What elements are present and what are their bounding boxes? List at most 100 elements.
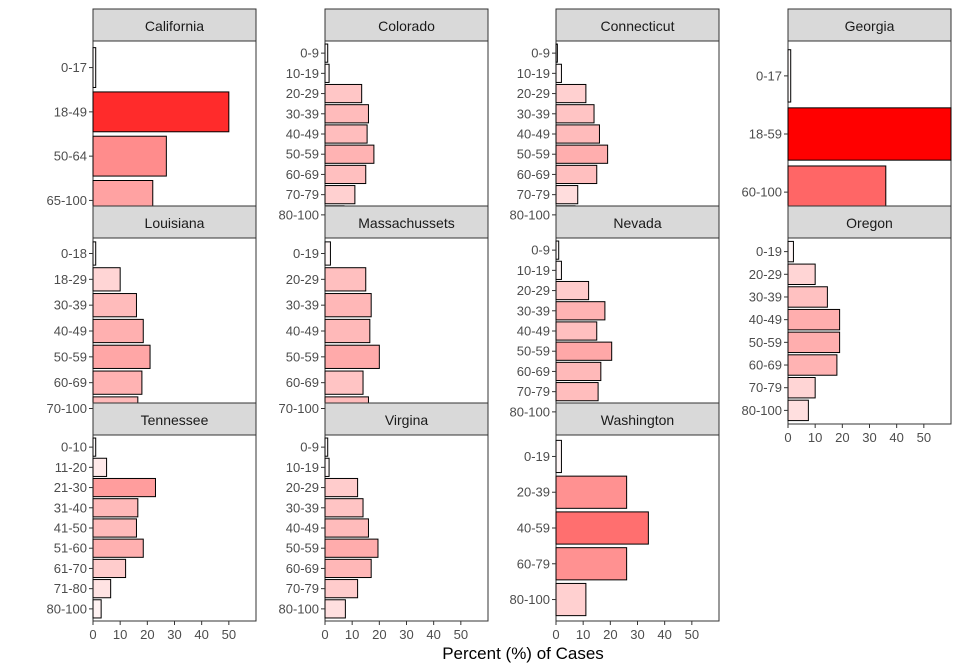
y-tick-label-tennessee-41-50: 41-50 <box>54 521 87 536</box>
bar-colorado-10-19 <box>324 63 330 83</box>
y-tick-label-colorado-60-69: 60-69 <box>286 167 319 182</box>
y-tick-label-georgia-0-17: 0-17 <box>756 68 782 83</box>
bar-virgina-0-9 <box>324 437 329 457</box>
y-tick-label-louisiana-0-18: 0-18 <box>61 246 87 261</box>
x-tick-label-washington-30: 30 <box>630 627 644 642</box>
bar-connecticut-20-29 <box>555 83 587 104</box>
y-tick-label-nevada-10-19: 10-19 <box>517 263 550 278</box>
y-tick-label-virgina-40-49: 40-49 <box>286 521 319 536</box>
y-tick-label-connecticut-60-69: 60-69 <box>517 167 550 182</box>
y-tick-label-tennessee-21-30: 21-30 <box>54 480 87 495</box>
y-tick-label-virgina-60-69: 60-69 <box>286 561 319 576</box>
bar-louisiana-0-18 <box>92 241 97 266</box>
bar-georgia-0-17 <box>787 49 792 103</box>
y-tick-label-virgina-20-29: 20-29 <box>286 480 319 495</box>
y-tick-label-california-50-64: 50-64 <box>54 149 87 164</box>
panel-oregon: Oregon 0-19 20-29 30-39 40-49 50-59 60-69 70-79… <box>742 205 952 445</box>
strip-tennessee <box>92 402 257 436</box>
bar-washington-40-59 <box>555 511 649 545</box>
y-tick-label-colorado-70-79: 70-79 <box>286 187 319 202</box>
strip-connecticut <box>555 8 720 42</box>
bar-virgina-60-69 <box>324 558 372 579</box>
y-tick-label-colorado-50-59: 50-59 <box>286 147 319 162</box>
y-tick-label-california-65-100: 65-100 <box>47 193 87 208</box>
y-tick-label-nevada-30-39: 30-39 <box>517 303 550 318</box>
y-tick-label-virgina-30-39: 30-39 <box>286 500 319 515</box>
bar-connecticut-50-59 <box>555 144 609 164</box>
y-tick-label-washington-0-19: 0-19 <box>524 449 550 464</box>
y-tick-label-nevada-40-49: 40-49 <box>517 324 550 339</box>
bar-colorado-0-9 <box>324 43 329 63</box>
y-tick-label-connecticut-0-9: 0-9 <box>531 46 550 61</box>
y-tick-label-tennessee-61-70: 61-70 <box>54 561 87 576</box>
bar-washington-60-79 <box>555 547 628 581</box>
bar-washington-80-100 <box>555 582 587 617</box>
bar-connecticut-70-79 <box>555 185 579 205</box>
bar-nevada-60-69 <box>555 361 602 382</box>
x-tick-label-virgina-0: 0 <box>321 627 328 642</box>
bar-california-0-17 <box>92 47 97 88</box>
bar-oregon-40-49 <box>787 308 841 331</box>
y-tick-label-georgia-60-100: 60-100 <box>742 185 782 200</box>
bar-nevada-70-79 <box>555 382 599 402</box>
x-tick-label-tennessee-20: 20 <box>140 627 154 642</box>
x-tick-label-washington-50: 50 <box>685 627 699 642</box>
bar-louisiana-18-29 <box>92 267 121 292</box>
bar-colorado-70-79 <box>324 185 356 205</box>
strip-title-connecticut: Connecticut <box>601 18 675 34</box>
bar-louisiana-30-39 <box>92 293 137 318</box>
panel-colorado: Colorado 0-9 10-19 20-29 30-39 40-49 50-59 60-6… <box>279 8 489 228</box>
y-tick-label-tennessee-11-20: 11-20 <box>55 460 87 475</box>
strip-georgia <box>787 8 952 42</box>
y-tick-label-massachussets-50-59: 50-59 <box>286 349 319 364</box>
y-tick-label-washington-80-100: 80-100 <box>510 592 550 607</box>
bar-oregon-70-79 <box>787 377 816 399</box>
y-tick-label-tennessee-31-40: 31-40 <box>54 500 87 515</box>
y-tick-label-louisiana-60-69: 60-69 <box>54 375 87 390</box>
y-tick-label-colorado-40-49: 40-49 <box>286 127 319 142</box>
y-tick-label-nevada-70-79: 70-79 <box>517 384 550 399</box>
x-tick-label-washington-40: 40 <box>657 627 671 642</box>
bar-nevada-50-59 <box>555 341 613 361</box>
strip-washington <box>555 402 720 436</box>
strip-massachussets <box>324 205 489 239</box>
y-tick-label-oregon-40-49: 40-49 <box>749 312 782 327</box>
y-tick-label-oregon-0-19: 0-19 <box>756 244 782 259</box>
y-tick-label-connecticut-70-79: 70-79 <box>517 187 550 202</box>
bar-nevada-20-29 <box>555 280 590 301</box>
bar-tennessee-80-100 <box>92 599 102 619</box>
y-tick-label-massachussets-40-49: 40-49 <box>286 324 319 339</box>
bar-massachussets-20-29 <box>324 267 367 292</box>
panel-california: California 0-17 18-49 50-64 65-100 <box>47 8 257 228</box>
y-tick-label-nevada-0-9: 0-9 <box>531 243 550 258</box>
bar-virgina-10-19 <box>324 457 330 477</box>
bar-colorado-50-59 <box>324 144 375 164</box>
strip-title-massachussets: Massachussets <box>358 215 454 231</box>
bar-colorado-60-69 <box>324 164 367 185</box>
y-tick-label-washington-40-59: 40-59 <box>517 521 550 536</box>
strip-title-nevada: Nevada <box>613 215 661 231</box>
panel-tennessee: Tennessee 0-10 11-20 21-30 31-40 41-50 51-60 61… <box>47 402 257 642</box>
x-tick-label-virgina-50: 50 <box>454 627 468 642</box>
x-tick-label-washington-20: 20 <box>603 627 617 642</box>
bar-oregon-60-69 <box>787 354 838 376</box>
strip-colorado <box>324 8 489 42</box>
x-tick-label-tennessee-10: 10 <box>113 627 127 642</box>
y-tick-label-virgina-70-79: 70-79 <box>286 581 319 596</box>
bar-massachussets-40-49 <box>324 318 371 344</box>
x-tick-label-virgina-10: 10 <box>345 627 359 642</box>
y-tick-label-louisiana-40-49: 40-49 <box>54 324 87 339</box>
y-tick-label-massachussets-70-100: 70-100 <box>279 401 319 416</box>
bar-connecticut-10-19 <box>555 63 562 83</box>
y-tick-label-louisiana-70-100: 70-100 <box>47 401 87 416</box>
bar-tennessee-0-10 <box>92 437 97 457</box>
bar-nevada-10-19 <box>555 260 562 280</box>
x-tick-label-oregon-40: 40 <box>889 430 903 445</box>
y-tick-label-colorado-20-29: 20-29 <box>286 86 319 101</box>
x-tick-label-oregon-30: 30 <box>862 430 876 445</box>
y-tick-label-california-18-49: 18-49 <box>54 104 87 119</box>
bar-louisiana-40-49 <box>92 318 144 344</box>
bar-connecticut-40-49 <box>555 124 600 144</box>
strip-title-georgia: Georgia <box>845 18 895 34</box>
bar-tennessee-51-60 <box>92 538 144 558</box>
